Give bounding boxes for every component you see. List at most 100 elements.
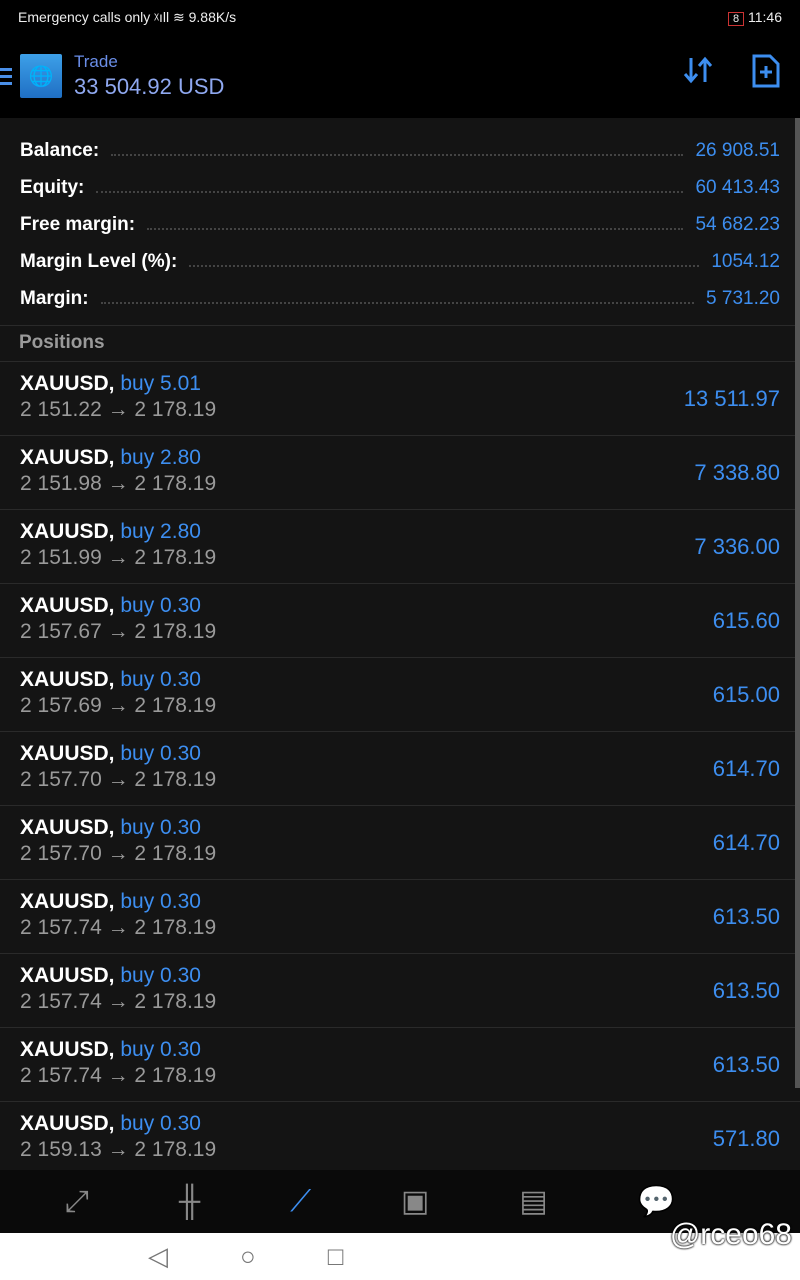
watermark: @rceo68: [669, 1218, 792, 1251]
position-prices: 2 157.74 → 2 178.19: [20, 1064, 217, 1087]
position-prices: 2 159.13 → 2 178.19: [20, 1138, 217, 1161]
back-icon[interactable]: ◁: [148, 1241, 168, 1271]
summary-value: 5 731.20: [706, 287, 780, 309]
position-prices: 2 157.74 → 2 178.19: [20, 916, 217, 939]
app-logo: 🌐: [20, 54, 62, 98]
summary-value: 1054.12: [711, 250, 780, 272]
position-row[interactable]: XAUUSD, buy 0.30 2 157.69 → 2 178.19 615.0…: [0, 658, 800, 732]
position-profit: 613.50: [712, 1052, 780, 1077]
position-side: buy 0.30: [120, 668, 201, 691]
dot-leader: [100, 301, 695, 304]
position-profit: 613.50: [712, 904, 780, 929]
news-icon[interactable]: ▤: [519, 1185, 548, 1218]
history-icon[interactable]: ▣: [401, 1185, 430, 1218]
position-side: buy 2.80: [120, 446, 201, 469]
summary-row: Margin: 5 731.20: [20, 280, 780, 317]
position-side: buy 0.30: [120, 1038, 201, 1061]
position-side: buy 0.30: [120, 594, 201, 617]
position-row[interactable]: XAUUSD, buy 0.30 2 157.67 → 2 178.19 615.6…: [0, 584, 800, 658]
position-row[interactable]: XAUUSD, buy 0.30 2 157.74 → 2 178.19 613.5…: [0, 1028, 800, 1102]
signal-icon: ᵡıll ≋: [154, 8, 185, 25]
summary-label: Balance:: [20, 139, 100, 161]
position-profit: 615.60: [712, 608, 780, 633]
position-symbol: XAUUSD,: [20, 1112, 115, 1135]
position-row[interactable]: XAUUSD, buy 0.30 2 157.70 → 2 178.19 614.7…: [0, 806, 800, 880]
position-prices: 2 151.22 → 2 178.19: [20, 398, 217, 421]
summary-row: Equity: 60 413.43: [20, 169, 780, 206]
chat-icon[interactable]: 💬: [637, 1185, 675, 1218]
position-prices: 2 157.67 → 2 178.19: [20, 620, 217, 643]
summary-row: Margin Level (%): 1054.12: [20, 243, 780, 280]
position-row[interactable]: XAUUSD, buy 0.30 2 159.13 → 2 178.19 571.8…: [0, 1102, 800, 1176]
summary-value: 54 682.23: [695, 213, 780, 235]
carrier-text: Emergency calls only: [18, 8, 151, 25]
position-prices: 2 157.70 → 2 178.19: [20, 768, 217, 791]
dot-leader: [189, 264, 700, 267]
position-side: buy 0.30: [120, 890, 201, 913]
summary-value: 60 413.43: [695, 176, 780, 198]
position-symbol: XAUUSD,: [20, 372, 115, 395]
chart-icon[interactable]: ╫: [178, 1184, 201, 1218]
clock: 11:46: [748, 9, 782, 25]
position-profit: 13 511.97: [683, 386, 780, 411]
menu-icon[interactable]: [0, 67, 12, 85]
summary-value: 26 908.51: [695, 139, 780, 161]
battery-icon: 8: [727, 12, 745, 26]
recents-icon[interactable]: □: [327, 1241, 344, 1271]
net-speed: 9.88K/s: [188, 8, 237, 25]
positions-list: XAUUSD, buy 5.01 2 151.22 → 2 178.19 13 51…: [0, 362, 800, 1176]
system-nav: ◁ ○ □: [0, 1233, 800, 1280]
position-side: buy 2.80: [120, 520, 201, 543]
summary-label: Margin Level (%):: [20, 250, 178, 272]
position-row[interactable]: XAUUSD, buy 0.30 2 157.74 → 2 178.19 613.5…: [0, 880, 800, 954]
position-prices: 2 157.74 → 2 178.19: [20, 990, 217, 1013]
position-symbol: XAUUSD,: [20, 520, 115, 543]
position-prices: 2 157.70 → 2 178.19: [20, 842, 217, 865]
quotes-icon[interactable]: ⤢: [64, 1184, 89, 1218]
status-bar: Emergency calls only ᵡıll ≋ 9.88K/s 8 11…: [0, 0, 800, 34]
page-title: Trade: [74, 52, 118, 71]
header-balance: 33 504.92 USD: [74, 74, 225, 99]
position-symbol: XAUUSD,: [20, 964, 115, 987]
app-header: 🌐 Trade 33 504.92 USD: [0, 34, 800, 118]
position-profit: 614.70: [712, 756, 780, 781]
account-summary: Balance: 26 908.51 Equity: 60 413.43 Free ma…: [0, 118, 800, 326]
position-side: buy 0.30: [120, 742, 201, 765]
dot-leader: [96, 190, 684, 193]
summary-row: Balance: 26 908.51: [20, 132, 780, 169]
position-row[interactable]: XAUUSD, buy 5.01 2 151.22 → 2 178.19 13 51…: [0, 362, 800, 436]
position-row[interactable]: XAUUSD, buy 2.80 2 151.99 → 2 178.19 7 336…: [0, 510, 800, 584]
position-side: buy 5.01: [120, 372, 201, 395]
position-symbol: XAUUSD,: [20, 890, 115, 913]
dot-leader: [111, 153, 684, 156]
position-side: buy 0.30: [120, 816, 201, 839]
new-order-icon[interactable]: [752, 54, 780, 88]
home-icon[interactable]: ○: [240, 1241, 256, 1271]
position-symbol: XAUUSD,: [20, 742, 115, 765]
trade-icon[interactable]: ⟋: [290, 1184, 312, 1218]
scrollbar[interactable]: [795, 118, 800, 1088]
position-symbol: XAUUSD,: [20, 816, 115, 839]
position-row[interactable]: XAUUSD, buy 0.30 2 157.70 → 2 178.19 614.7…: [0, 732, 800, 806]
sort-icon[interactable]: [682, 54, 714, 86]
position-side: buy 0.30: [120, 964, 201, 987]
position-profit: 615.00: [712, 682, 780, 707]
position-prices: 2 157.69 → 2 178.19: [20, 694, 217, 717]
position-prices: 2 151.99 → 2 178.19: [20, 546, 217, 569]
summary-row: Free margin: 54 682.23: [20, 206, 780, 243]
position-symbol: XAUUSD,: [20, 668, 115, 691]
position-profit: 571.80: [712, 1126, 780, 1151]
position-symbol: XAUUSD,: [20, 446, 115, 469]
position-row[interactable]: XAUUSD, buy 2.80 2 151.98 → 2 178.19 7 338…: [0, 436, 800, 510]
position-prices: 2 151.98 → 2 178.19: [20, 472, 217, 495]
summary-label: Free margin:: [20, 213, 136, 235]
position-profit: 614.70: [712, 830, 780, 855]
position-row[interactable]: XAUUSD, buy 0.30 2 157.74 → 2 178.19 613.5…: [0, 954, 800, 1028]
summary-label: Equity:: [20, 176, 85, 198]
position-side: buy 0.30: [120, 1112, 201, 1135]
position-symbol: XAUUSD,: [20, 594, 115, 617]
summary-label: Margin:: [20, 287, 89, 309]
bottom-nav: ⤢ ╫ ⟋ ▣ ▤ 💬: [0, 1170, 800, 1233]
position-profit: 613.50: [712, 978, 780, 1003]
positions-header: Positions: [0, 326, 800, 362]
